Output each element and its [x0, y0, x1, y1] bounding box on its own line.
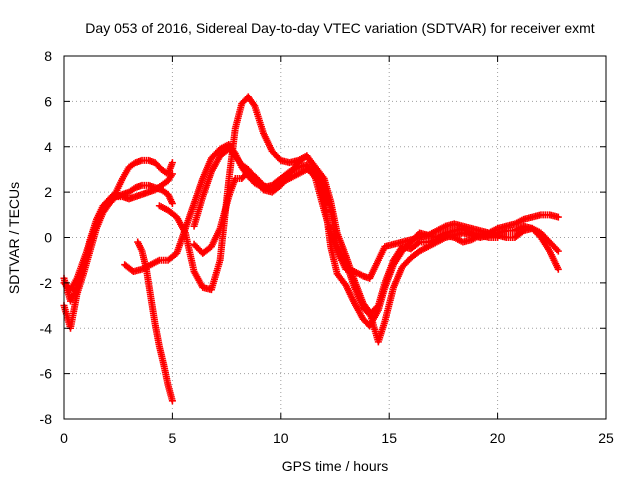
x-tick-label: 20 [490, 430, 506, 446]
plus-marker [168, 199, 176, 207]
x-axis-label: GPS time / hours [282, 458, 389, 474]
axis-ticks: 0 5 10 15 20 25 -8 -6 -4 -2 0 2 4 6 8 [40, 48, 614, 446]
series-track-3 [60, 181, 176, 305]
y-tick-label: -4 [40, 320, 53, 336]
series-track-4 [134, 238, 176, 405]
plus-marker [250, 100, 258, 108]
x-tick-label: 25 [598, 430, 614, 446]
chart-title: Day 053 of 2016, Sidereal Day-to-day VTE… [85, 20, 594, 36]
plus-marker [554, 213, 562, 221]
x-tick-label: 15 [381, 430, 397, 446]
plus-marker [554, 265, 562, 273]
x-tick-label: 0 [60, 430, 68, 446]
plus-marker [168, 397, 176, 405]
x-tick-label: 10 [273, 430, 289, 446]
plus-marker [414, 239, 422, 247]
y-tick-label: 4 [44, 139, 52, 155]
y-tick-label: 6 [44, 93, 52, 109]
plus-marker [553, 246, 561, 254]
plus-marker [554, 247, 562, 255]
series-track-1 [60, 156, 176, 294]
plus-marker [373, 303, 381, 311]
grid-lines [64, 56, 606, 419]
y-tick-label: -2 [40, 275, 53, 291]
y-tick-label: 8 [44, 48, 52, 64]
y-tick-label: 2 [44, 184, 52, 200]
series-track-8 [190, 165, 562, 319]
plus-marker [168, 170, 176, 178]
y-tick-label: -8 [40, 411, 53, 427]
plus-marker [168, 159, 176, 167]
y-tick-label: 0 [44, 230, 52, 246]
data-marks [60, 93, 562, 405]
y-axis-label: SDTVAR / TECUs [6, 182, 22, 294]
x-tick-label: 5 [169, 430, 177, 446]
y-tick-label: -6 [40, 366, 53, 382]
